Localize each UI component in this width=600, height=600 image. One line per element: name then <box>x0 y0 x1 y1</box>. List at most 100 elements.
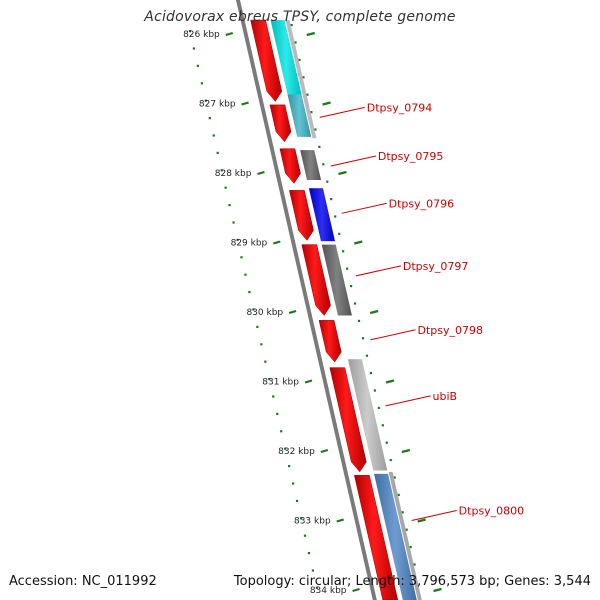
outer-major-tick-mark <box>433 587 442 593</box>
inner-tick-dot <box>315 586 318 589</box>
outer-major-tick-mark <box>417 518 426 523</box>
forward-gene-arrow-2[interactable] <box>269 104 292 143</box>
gene-label-leader <box>341 202 387 214</box>
inner-tick-dot <box>264 360 267 363</box>
inner-tick-dot <box>268 378 271 381</box>
major-tick-mark <box>257 170 265 176</box>
outer-major-tick-mark <box>338 170 347 176</box>
outer-tick-dot <box>397 493 400 496</box>
inner-tick-dot <box>220 169 223 172</box>
outer-tick-dot <box>393 476 396 479</box>
gene-label[interactable]: Dtpsy_0796 <box>389 197 455 210</box>
inner-tick-dot <box>276 412 279 415</box>
gene-label[interactable]: Dtpsy_0798 <box>417 324 483 337</box>
inner-tick-dot <box>208 117 211 120</box>
outer-major-tick-mark <box>354 240 363 245</box>
outer-major-tick-mark <box>401 448 411 454</box>
inner-tick-dot <box>216 151 219 154</box>
forward-gene-arrow-7[interactable] <box>329 367 367 473</box>
inner-tick-dot <box>295 499 299 502</box>
genome-summary: Topology: circular; Length: 3,796,573 bp… <box>233 574 591 589</box>
major-tick-mark <box>320 448 329 454</box>
outer-tick-dot <box>334 215 337 218</box>
axis-tick-label: 834 kbp <box>310 586 347 596</box>
outer-tick-dot <box>405 528 408 531</box>
forward-gene-arrow-8[interactable] <box>354 475 399 600</box>
major-tick-mark <box>272 240 281 245</box>
forward-gene-arrow-3[interactable] <box>279 148 301 184</box>
gene-label-leader <box>355 265 402 277</box>
feature-shading <box>321 244 352 316</box>
inner-tick-dot <box>272 395 275 398</box>
outer-tick-dot <box>413 563 416 566</box>
axis-tick-label: 831 kbp <box>262 378 299 388</box>
gene-label[interactable]: Dtpsy_0800 <box>459 505 525 518</box>
axis-tick-label: 827 kbp <box>199 100 236 110</box>
outer-tick-dot <box>330 198 333 201</box>
feature-shading <box>374 473 417 600</box>
outer-tick-dot <box>326 180 329 183</box>
inner-tick-dot <box>224 186 227 189</box>
gene-label[interactable]: Dtpsy_0794 <box>367 101 433 114</box>
outer-tick-dot <box>306 93 309 96</box>
outer-tick-dot <box>373 389 376 392</box>
axis-tick-label: 829 kbp <box>231 239 268 249</box>
forward-gene-layer <box>250 19 399 600</box>
forward-gene-arrow-1[interactable] <box>250 19 283 102</box>
major-tick-mark <box>336 518 344 523</box>
inner-tick-dot <box>212 134 215 137</box>
feature-shading <box>300 150 322 180</box>
forward-gene-arrow-5[interactable] <box>301 244 331 316</box>
outer-tick-dot <box>353 302 357 305</box>
inner-tick-dot <box>252 308 255 311</box>
inner-tick-dot <box>240 256 243 259</box>
outer-tick-dot <box>294 41 297 44</box>
backbone-layer <box>236 0 377 600</box>
inner-tick-dot <box>307 552 311 555</box>
gene-label-leader <box>370 329 416 341</box>
outer-tick-dot <box>310 111 313 114</box>
outer-tick-dot <box>409 546 412 549</box>
outer-major-tick-mark <box>385 379 395 384</box>
gene-label[interactable]: ubiB <box>433 390 458 403</box>
outer-tick-dot <box>389 459 392 462</box>
gene-label[interactable]: Dtpsy_0795 <box>378 150 444 163</box>
inner-tick-dot <box>284 447 287 450</box>
major-tick-mark <box>241 101 249 106</box>
inner-tick-dot <box>303 534 307 537</box>
outer-tick-dot <box>322 163 325 166</box>
outer-tick-dot <box>361 337 365 340</box>
inner-tick-dot <box>196 64 199 67</box>
gene-label[interactable]: Dtpsy_0797 <box>403 260 469 273</box>
feature-shading <box>287 94 312 137</box>
outer-tick-dot <box>369 372 373 375</box>
outer-tick-dot <box>346 267 349 270</box>
gene-label-leader <box>330 155 376 167</box>
forward-gene-arrow-4[interactable] <box>289 190 314 241</box>
outer-tick-dot <box>318 145 321 148</box>
inner-tick-dot <box>299 517 303 520</box>
major-tick-mark <box>352 587 360 593</box>
outer-tick-dot <box>365 354 369 357</box>
feature-track-layer <box>270 20 422 600</box>
outer-tick-dot <box>349 285 353 288</box>
outer-tick-dot <box>314 128 317 131</box>
outer-tick-dot <box>338 232 341 235</box>
outer-tick-dot <box>357 319 361 322</box>
inner-tick-dot <box>200 82 203 85</box>
inner-tick-dot <box>311 569 315 572</box>
inner-tick-dot <box>280 430 283 433</box>
inner-tick-dot <box>192 47 196 50</box>
forward-gene-arrow-6[interactable] <box>318 320 342 363</box>
feature-shading <box>270 20 302 95</box>
genome-backbone <box>236 0 377 600</box>
axis-tick-label: 833 kbp <box>294 517 331 527</box>
inner-tick-dot <box>204 99 207 102</box>
outer-major-tick-mark <box>369 309 379 315</box>
outer-tick-dot <box>381 424 384 427</box>
outer-tick-dot <box>385 441 388 444</box>
axis-tick-label: 828 kbp <box>215 169 252 179</box>
gene-label-layer: Dtpsy_0794 Dtpsy_0795 Dtpsy_0796 Dtpsy_0797… <box>319 101 525 521</box>
